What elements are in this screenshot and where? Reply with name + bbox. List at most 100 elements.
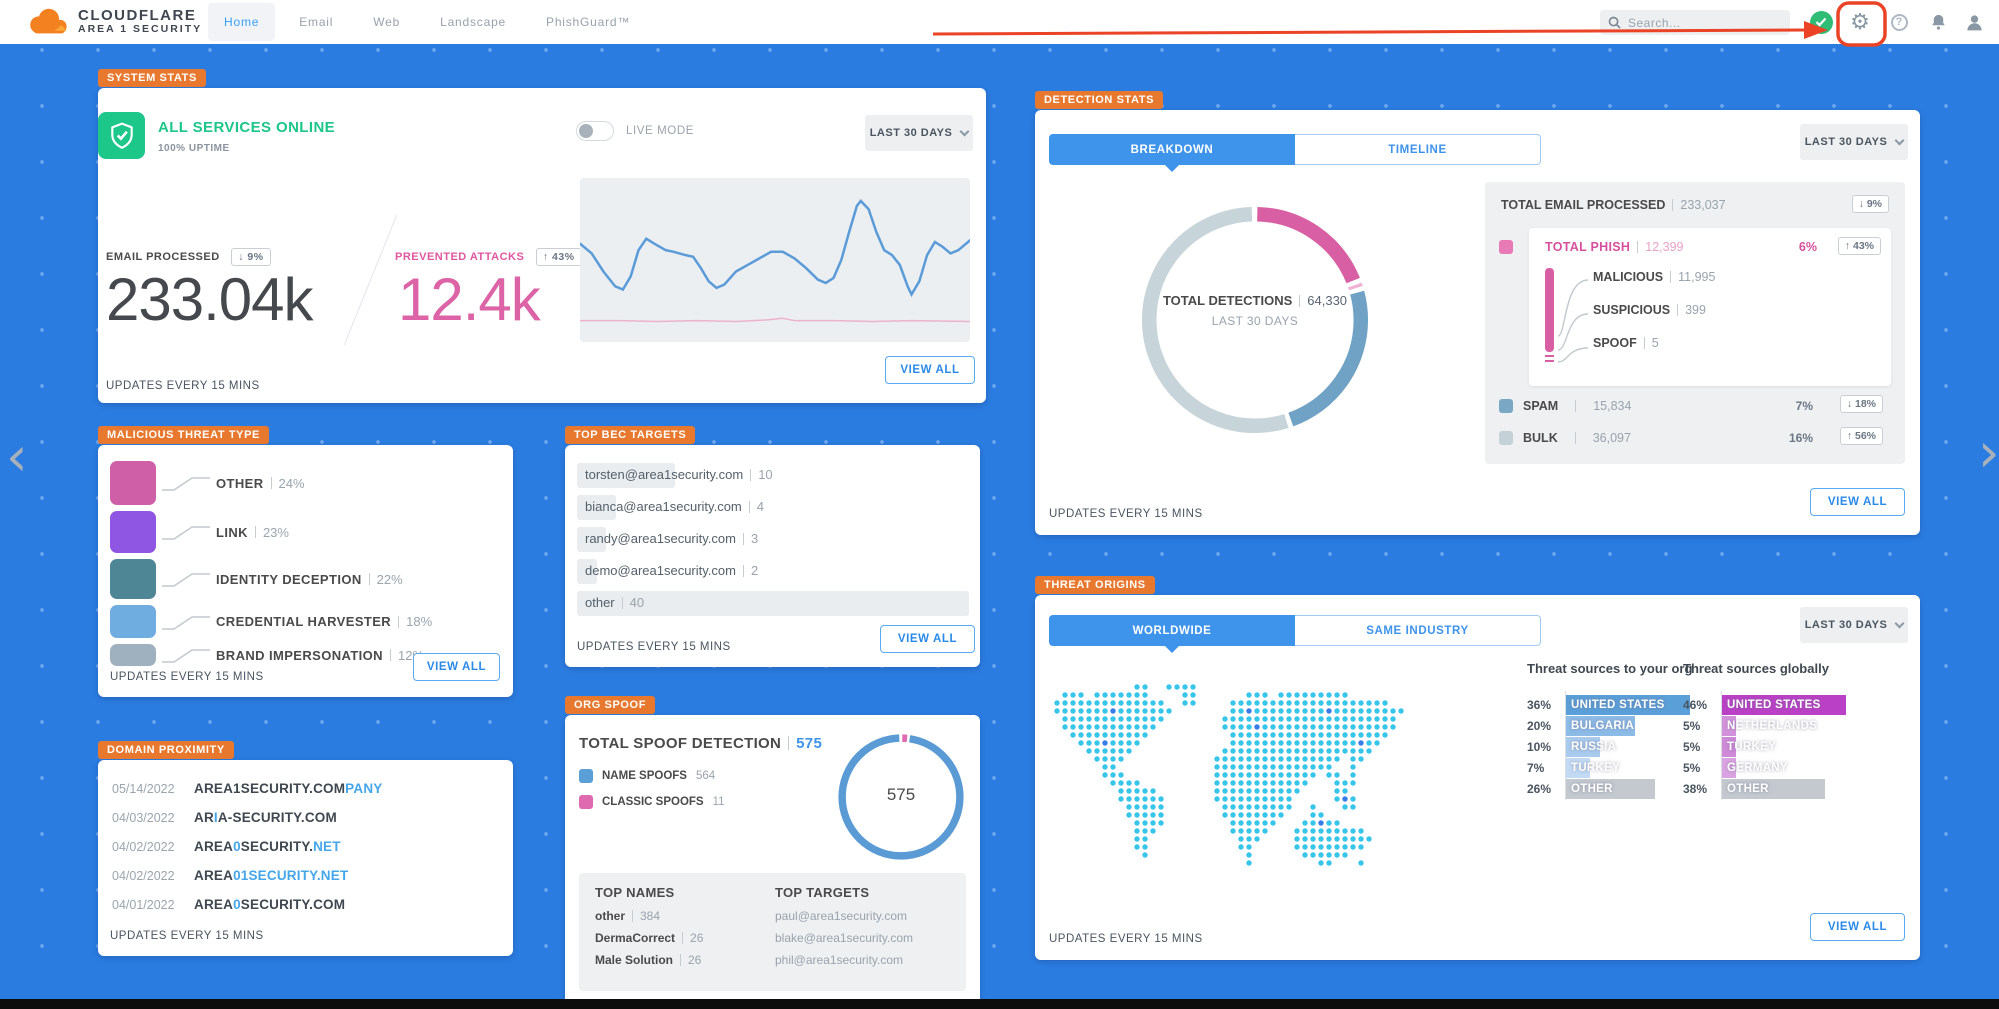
domain-proximity-tag: DOMAIN PROXIMITY	[98, 741, 234, 759]
detection-breakdown-panel: TOTAL EMAIL PROCESSED 233,037 ↓ 9% TOTAL …	[1485, 182, 1905, 464]
source-pct: 36%	[1527, 698, 1552, 712]
brand-subtitle: AREA 1 SECURITY	[78, 22, 203, 35]
help-icon[interactable]: ?	[1884, 0, 1914, 44]
source-bar: RUSSIA	[1565, 737, 1616, 757]
brand-text: CLOUDFLARE AREA 1 SECURITY	[78, 8, 202, 35]
source-bar: UNITED STATES	[1721, 695, 1846, 715]
bec-value-bar	[577, 463, 675, 488]
category-delta-badge: ↓ 18%	[1839, 395, 1883, 413]
category-value: 15,834	[1593, 399, 1632, 413]
live-mode-label: LIVE MODE	[626, 125, 695, 137]
notifications-bell-icon[interactable]	[1922, 0, 1954, 44]
bec-target-email: other	[585, 595, 615, 610]
updates-label: UPDATES EVERY 15 MINS	[1049, 933, 1203, 945]
system-stats-tag: SYSTEM STATS	[98, 69, 206, 87]
phish-child-row: MALICIOUS 11,995	[1593, 270, 1716, 284]
bec-value-bar	[577, 527, 607, 552]
source-country: TURKEY	[1571, 762, 1621, 774]
threat-source-row: 7% TURKEY	[1527, 758, 1697, 778]
detection-stats-card: DETECTION STATS BREAKDOWN TIMELINE LAST …	[1035, 91, 1920, 535]
protection-status-badge[interactable]	[1806, 0, 1836, 44]
cloudflare-logo[interactable]: CLOUDFLARE AREA 1 SECURITY	[26, 7, 202, 36]
total-phish-subcard: TOTAL PHISH 12,399 6% ↑ 43% MALICIOUS 11,9…	[1529, 228, 1891, 386]
domain-segment: AREA	[194, 839, 234, 854]
threat-source-row: 5% GERMANY	[1683, 758, 1853, 778]
domain-name: AREA01SECURITY.NET	[194, 868, 348, 883]
range-dropdown[interactable]: LAST 30 DAYS	[1800, 124, 1908, 160]
category-value: 36,097	[1592, 431, 1631, 445]
top-names-header: TOP NAMES	[595, 885, 675, 900]
nav-item[interactable]: Home	[208, 3, 276, 41]
range-dropdown[interactable]: LAST 30 DAYS	[1800, 607, 1908, 643]
top-navbar: CLOUDFLARE AREA 1 SECURITY Home Email We…	[0, 0, 1999, 44]
threat-origins-view-all-button[interactable]: VIEW ALL	[1810, 913, 1905, 941]
detections-donut-chart: TOTAL DETECTIONS 64,330 LAST 30 DAYS	[1140, 205, 1370, 435]
domain-name: AREA1SECURITY.COMPANY	[194, 781, 382, 796]
threat-source-row: 46% UNITED STATES	[1683, 695, 1853, 715]
bec-target-row: randy@area1security.com 3	[577, 527, 969, 552]
domain-proximity-card: DOMAIN PROXIMITY 05/14/2022 AREA1SECURIT…	[98, 741, 513, 956]
nav-item[interactable]: Web	[373, 15, 401, 29]
threat-source-row: 5% TURKEY	[1683, 737, 1853, 757]
nav-item[interactable]: Landscape	[440, 15, 507, 29]
bec-target-row: other 40	[577, 591, 969, 616]
source-country: UNITED STATES	[1727, 699, 1821, 711]
uptime-label: 100% UPTIME	[158, 143, 230, 154]
threat-type-label: CREDENTIAL HARVESTER	[216, 614, 392, 629]
top-bec-targets-tag: TOP BEC TARGETS	[565, 426, 696, 444]
tab-same-industry[interactable]: SAME INDUSTRY	[1295, 615, 1541, 646]
source-country: UNITED STATES	[1571, 699, 1665, 711]
total-email-row: TOTAL EMAIL PROCESSED 233,037 ↓ 9%	[1501, 195, 1889, 213]
carousel-left-chevron[interactable]: ‹	[6, 425, 28, 488]
brand-name: CLOUDFLARE	[78, 7, 197, 25]
source-country: OTHER	[1571, 783, 1613, 795]
updates-label: UPDATES EVERY 15 MINS	[110, 930, 264, 942]
legend-value: 564	[695, 770, 716, 782]
category-pct: 7%	[1795, 399, 1813, 413]
tab-timeline[interactable]: TIMELINE	[1295, 134, 1541, 165]
phish-pct: 6%	[1798, 240, 1817, 254]
system-stats-view-all-button[interactable]: VIEW ALL	[885, 356, 975, 384]
domain-segment: SECURITY.COM	[240, 897, 346, 912]
range-value: LAST 30 DAYS	[869, 127, 953, 139]
domain-segment: 0	[233, 897, 241, 912]
search-box[interactable]	[1600, 10, 1790, 35]
legend-label: NAME SPOOFS	[602, 770, 687, 782]
settings-gear-icon[interactable]: ⚙	[1850, 9, 1870, 34]
search-input[interactable]	[1628, 15, 1778, 30]
threat-type-pct: 18%	[406, 614, 433, 629]
threat-type-view-all-button[interactable]: VIEW ALL	[413, 653, 500, 681]
domain-date: 04/03/2022	[112, 810, 175, 825]
tab-breakdown[interactable]: BREAKDOWN	[1049, 134, 1295, 172]
legend-label: CLASSIC SPOOFS	[602, 796, 704, 808]
main-nav: Home Email Web Landscape PhishGuard™	[208, 0, 646, 44]
source-bar: OTHER	[1721, 779, 1825, 799]
threat-source-row: 26% OTHER	[1527, 779, 1697, 799]
detection-view-all-button[interactable]: VIEW ALL	[1810, 488, 1905, 516]
nav-item[interactable]: Email	[299, 15, 334, 29]
carousel-right-chevron[interactable]: ›	[1978, 421, 1999, 484]
bec-view-all-button[interactable]: VIEW ALL	[880, 625, 975, 653]
top-bec-targets-card: TOP BEC TARGETS torsten@area1security.co…	[565, 426, 980, 667]
malicious-threat-type-card: MALICIOUS THREAT TYPE OTHER 24%	[98, 426, 513, 697]
connector-line	[162, 526, 210, 540]
top-name-row: other 384	[595, 909, 661, 923]
phish-label: TOTAL PHISH	[1545, 240, 1631, 254]
phish-bar	[1545, 268, 1554, 352]
bec-target-count: 10	[758, 467, 773, 482]
threat-type-row: OTHER 24%	[110, 461, 432, 505]
category-label: SPAM	[1523, 399, 1559, 413]
nav-item[interactable]: PhishGuard™	[546, 15, 631, 29]
tab-worldwide[interactable]: WORLDWIDE	[1049, 615, 1295, 653]
email-trend-chart	[580, 178, 970, 342]
user-account-icon[interactable]	[1958, 0, 1990, 44]
domain-name: AREA0SECURITY.COM	[194, 897, 345, 912]
bec-target-count: 40	[629, 595, 645, 610]
bec-target-row: torsten@area1security.com 10	[577, 463, 969, 488]
spoof-donut-chart: 575	[837, 733, 965, 861]
range-dropdown[interactable]: LAST 30 DAYS	[865, 115, 973, 151]
spoof-details-panel: TOP NAMES other 384 DermaCorrect 26 Male S…	[579, 873, 966, 991]
domain-date: 05/14/2022	[112, 781, 175, 796]
live-mode-toggle[interactable]	[576, 121, 614, 141]
letterbox-bar	[0, 999, 1999, 1009]
